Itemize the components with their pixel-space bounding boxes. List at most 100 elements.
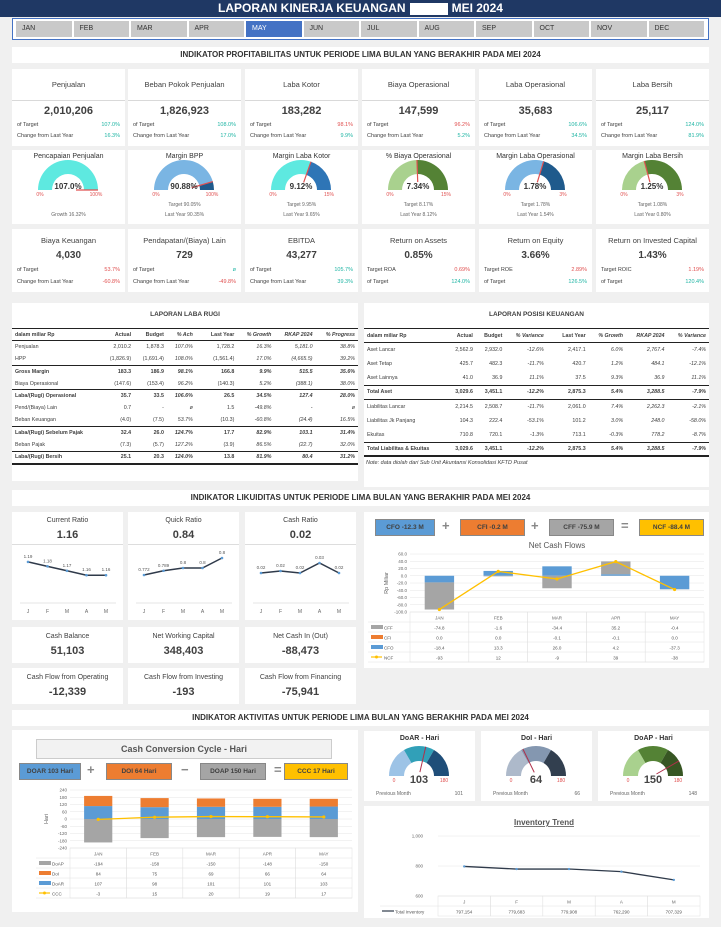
table-cell: 5,181.0 [294,344,313,351]
table-cell: 2,767.4 [646,347,665,354]
kpi-row1-value: 124.0% [685,122,704,128]
table-cell: 26.0 [134,426,167,440]
table-row: Aset Lainnya 41.0 36.9 11.1% 37.5 9.3% 36.9 11.… [364,371,709,386]
month-tab-aug[interactable]: AUG [418,21,475,37]
column-header: RKAP 2024 [274,327,316,342]
ratio-title: Current Ratio [46,517,89,524]
y-tick-label: 600 [415,894,423,899]
data-label: -158 [150,862,160,867]
y-tick-label: 120 [59,802,67,807]
data-label: 707,329 [666,910,683,915]
table-cell: 82.9% [237,426,275,440]
x-category-label: JAN [435,616,444,621]
ratio-point [162,569,165,573]
month-tab-nov[interactable]: NOV [591,21,648,37]
column-header: Budget [134,327,167,342]
gauge-last-year: Last Year 1.54% [517,212,554,218]
month-tab-jan[interactable]: JAN [16,21,73,37]
data-label: 20 [208,892,214,897]
column-header: % Ach [166,327,196,342]
ratio-point [26,560,30,564]
column-header: % Progress [315,327,358,342]
profitability-heading: INDIKATOR PROFITABILITAS UNTUK PERIODE L… [12,47,709,63]
gauge-value: 9.12% [290,182,313,191]
gauge-rest-arc [539,161,565,190]
kpi-row2-value: 9.9% [340,133,353,139]
kpi-row1-value: 53.7% [104,267,120,273]
data-label: -0.1 [553,636,561,641]
table-cell: -49.8% [254,405,272,412]
table-cell: Pend/(Biaya) Lain [15,405,58,412]
data-label: 762,290 [613,910,630,915]
table-cell: Beban Pajak [15,442,46,449]
table-cell: 81.9% [237,450,275,465]
column-header: % Variance [505,327,547,344]
month-tab-feb[interactable]: FEB [73,21,130,37]
table-cell: 1,878.3 [146,344,164,351]
gauge-target: Target 1.78% [520,202,551,208]
table-cell: (388.1) [295,380,313,387]
bar-doap [84,819,113,843]
month-tab-dec[interactable]: DEC [648,21,705,37]
table-cell: 35.6% [315,364,358,378]
legend-swatch [371,635,383,639]
month-tab-jun[interactable]: JUN [303,21,360,37]
x-category-label: JAN [94,852,103,857]
gauge-min: 0% [36,192,44,198]
gauge-title: DoAR - Hari [399,735,440,742]
table-cell: 16.3% [256,344,272,351]
table-cell: Liabilitas Lancar [364,398,448,414]
y-tick-label: -40.0 [397,588,408,593]
bar-doi [196,798,226,807]
kpi-title: Laba Operasional [479,69,592,101]
x-tick-label: M [298,609,302,615]
table-row: Pend/(Biaya) Lain 0.7 - ø 1.5 -49.8% - ø [12,402,358,415]
month-tab-jul[interactable]: JUL [361,21,418,37]
line-point [96,817,100,821]
ratio-card: Current Ratio 1.16 1.19 J 1.18 F 1.17 M 1.16 A 1… [12,512,123,620]
table-cell: 26.5 [201,389,238,403]
month-tab-mar[interactable]: MAR [131,21,188,37]
kpi-row1-value: 106.6% [568,122,587,128]
table-cell: ø [351,405,355,412]
x-tick-label: A [318,609,322,615]
month-tab-oct[interactable]: OCT [533,21,590,37]
table-row: Gross Margin 183.3 186.9 98.1% 166.8 9.9% 515.… [12,364,358,378]
table-cell: -12.1% [689,360,706,367]
table-cell: 484.1 [651,360,665,367]
table-cell: 36.9 [492,374,503,381]
gauge-min: 0 [510,778,513,784]
kpi-card: Beban Pokok Penjualan 1,826,923 of Targe… [128,69,241,146]
bar-cfo [424,575,455,583]
bar-doar [253,806,282,819]
data-label: -0.4 [671,626,679,631]
gauge-band [506,750,529,776]
table-cell: Laba/(Rugi) Operasional [12,389,102,403]
table-cell: (3.9) [223,442,235,449]
table-cell: 2,508.7 [475,398,506,414]
liquidity-card: Cash Flow from Operating -12,339 [12,668,123,704]
month-tab-apr[interactable]: APR [188,21,245,37]
month-tab-may[interactable]: MAY [246,21,303,37]
gauge: 107.0% 0% 100% [36,160,103,198]
gauge-card: Margin Laba Operasional 1.78% 0% 3% Target… [479,150,592,224]
table-cell: 3,451.1 [475,384,506,400]
month-tab-sep[interactable]: SEP [476,21,533,37]
table-cell: 2,875.3 [552,384,589,400]
table-row: Total Liabilitas & Ekuitas 3,029.6 3,451.1… [364,441,709,458]
data-label: 0.0 [436,636,443,641]
activity-gauge-card: DoI - Hari 64 0 180 Previous Month 66 [481,731,592,801]
kpi-row1-label: of Target [133,267,155,273]
kpi-value: 3.66% [521,250,550,261]
ratio-card: Quick Ratio 0.84 0.772 J 0.789 F 0.8 M 0.8 A 0.8… [128,512,239,620]
ratio-point-label: 0.02 [335,565,344,570]
table-row: Beban Keuangan (4.0) (7.5) 53.7% (10.3) -60.8… [12,414,358,427]
table-cell: 20.3 [134,450,167,465]
kpi-value: 1.43% [638,250,667,261]
ratio-value: 0.84 [128,529,239,545]
balance-sheet-title: LAPORAN POSISI KEUANGAN [489,311,584,318]
table-cell: 710.8 [459,431,473,438]
kpi-row2-label: Change from Last Year [484,133,541,139]
gauge-title: Pencapaian Penjualan [33,153,104,160]
table-cell: 127.4 [274,389,316,403]
